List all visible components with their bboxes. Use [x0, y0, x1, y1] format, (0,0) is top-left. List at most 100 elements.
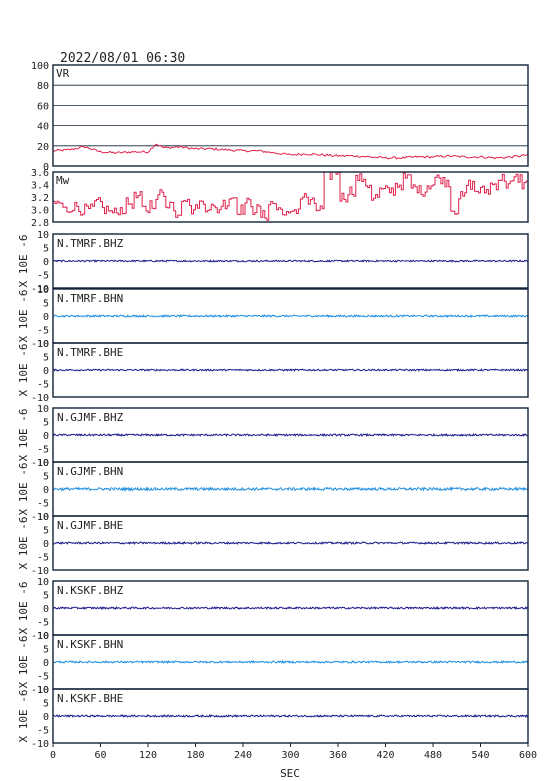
vr-tick-label: 80: [37, 81, 49, 92]
waveform-trace: [53, 368, 529, 372]
waveform-tick-label: 5: [43, 353, 49, 364]
vr-frame: [52, 64, 529, 167]
waveform-y-axis-label: X 10E -6: [17, 290, 30, 343]
mw-tick-label: 2.8: [31, 218, 49, 229]
waveform-tick-label: 10: [37, 339, 49, 350]
x-tick-label: 300: [281, 750, 299, 761]
waveform-tick-label: 5: [43, 591, 49, 602]
waveform-series-label: N.KSKF.BHE: [57, 692, 123, 705]
waveform-tick-label: 10: [37, 458, 49, 469]
x-tick-label: 120: [139, 750, 157, 761]
x-tick-label: 480: [424, 750, 442, 761]
waveform-tick-label: -10: [31, 339, 49, 350]
x-tick-label: 360: [329, 750, 347, 761]
waveform-tick-label: 0: [43, 485, 49, 496]
vr-tick-label: 0: [43, 162, 49, 173]
waveform-trace: [52, 659, 529, 665]
waveform-tick-label: -5: [37, 672, 49, 683]
waveform-frame: [52, 515, 529, 571]
waveform-trace: [52, 313, 528, 319]
waveform-frame: [52, 233, 529, 289]
waveform-tick-label: -5: [37, 326, 49, 337]
waveform-tick-label: -5: [37, 445, 49, 456]
waveform-series-label: N.GJMF.BHN: [57, 465, 123, 478]
waveform-y-axis-label: X 10E -6: [17, 409, 30, 462]
mw-tick-label: 3.0: [31, 206, 49, 217]
waveform-tick-label: 10: [37, 685, 49, 696]
waveform-tick-label: 10: [37, 577, 49, 588]
waveform-tick-label: 5: [43, 645, 49, 656]
x-tick-label: 420: [376, 750, 394, 761]
mw-tick-label: 3.2: [31, 193, 49, 204]
waveform-series-label: N.GJMF.BHZ: [57, 411, 124, 424]
waveform-series-label: N.GJMF.BHE: [57, 519, 123, 532]
mw-series-line: [53, 171, 529, 221]
mw-tick-label: 3.4: [31, 181, 49, 192]
waveform-panel-n-kskf-bhz: -10 -5 0 5 10 X 10E -6 N.KSKF.BHZ: [17, 577, 529, 642]
waveform-tick-label: -10: [31, 566, 49, 577]
waveform-tick-label: 0: [43, 257, 49, 268]
waveform-y-axis-label: X 10E -6: [17, 235, 30, 288]
mw-panel: 2.83.0 3.23.4 3.6 Mw: [31, 168, 529, 229]
waveform-tick-label: 0: [43, 366, 49, 377]
vr-panel-label: VR: [56, 67, 70, 80]
x-tick-label: 180: [186, 750, 204, 761]
waveform-tick-label: 0: [43, 604, 49, 615]
panels-group: 020406080100VR2.83.03.23.43.6Mw-10-50510…: [17, 61, 529, 750]
waveform-tick-label: 0: [43, 539, 49, 550]
waveform-tick-label: -5: [37, 380, 49, 391]
waveform-trace: [52, 259, 529, 263]
waveform-tick-label: 5: [43, 472, 49, 483]
waveform-trace: [52, 486, 529, 492]
waveform-panel-n-kskf-bhn: -10 -5 0 5 10 X 10E -6 N.KSKF.BHN: [17, 631, 529, 696]
waveform-tick-label: 10: [37, 285, 49, 296]
waveform-tick-label: -10: [31, 512, 49, 523]
waveform-tick-label: 10: [37, 631, 49, 642]
waveform-series-label: N.KSKF.BHN: [57, 638, 123, 651]
waveform-panel-n-gjmf-bhn: -10 -5 0 5 10 X 10E -6 N.GJMF.BHN: [17, 458, 529, 523]
waveform-tick-label: 0: [43, 658, 49, 669]
waveform-panel-n-kskf-bhe: -10 -5 0 5 10 X 10E -6 N.KSKF.BHE: [17, 685, 529, 750]
waveform-y-axis-label: X 10E -6: [17, 582, 30, 635]
waveform-panel-n-tmrf-bhn: -10 -5 0 5 10 X 10E -6 N.TMRF.BHN: [17, 285, 529, 350]
waveform-tick-label: -5: [37, 726, 49, 737]
waveform-y-axis-label: X 10E -6: [17, 344, 30, 397]
waveform-y-axis-label: X 10E -6: [17, 517, 30, 570]
waveform-y-axis-label: X 10E -6: [17, 463, 30, 516]
x-tick-label: 0: [50, 750, 56, 761]
waveform-tick-label: -10: [31, 458, 49, 469]
x-axis: 0 60 120 180 240 300 360 420 480 540 600: [50, 743, 537, 761]
vr-panel: 0 20 40 60 80 100 VR: [31, 61, 529, 173]
waveform-tick-label: 5: [43, 418, 49, 429]
waveform-panel-n-gjmf-bhz: -10 -5 0 5 10 X 10E -6 N.GJMF.BHZ: [17, 404, 529, 469]
vr-series-line: [52, 143, 529, 160]
waveform-tick-label: 0: [43, 312, 49, 323]
waveform-tick-label: -10: [31, 393, 49, 404]
waveform-tick-label: 5: [43, 299, 49, 310]
mw-frame: [52, 171, 529, 223]
waveform-tick-label: -5: [37, 618, 49, 629]
waveform-series-label: N.KSKF.BHZ: [57, 584, 124, 597]
vr-tick-label: 20: [37, 142, 49, 153]
waveform-tick-label: -10: [31, 685, 49, 696]
waveform-trace: [52, 713, 529, 718]
x-axis-label: SEC: [280, 767, 300, 780]
waveform-y-axis-label: X 10E -6: [17, 690, 30, 743]
waveform-series-label: N.TMRF.BHZ: [57, 237, 124, 250]
waveform-tick-label: -10: [31, 631, 49, 642]
waveform-tick-label: 10: [37, 230, 49, 241]
waveform-panel-n-gjmf-bhe: -10 -5 0 5 10 X 10E -6 N.GJMF.BHE: [17, 512, 529, 577]
x-tick-label: 600: [519, 750, 537, 761]
waveform-tick-label: -5: [37, 499, 49, 510]
waveform-tick-label: 5: [43, 244, 49, 255]
vr-tick-label: 100: [31, 61, 49, 72]
x-tick-label: 60: [94, 750, 106, 761]
waveform-tick-label: 0: [43, 431, 49, 442]
waveform-frame: [52, 342, 529, 398]
waveform-tick-label: 10: [37, 512, 49, 523]
x-tick-label: 540: [471, 750, 489, 761]
waveform-tick-label: 10: [37, 404, 49, 415]
waveform-trace: [52, 432, 529, 437]
waveform-panel-n-tmrf-bhz: -10 -5 0 5 10 X 10E -6 N.TMRF.BHZ: [17, 230, 529, 295]
